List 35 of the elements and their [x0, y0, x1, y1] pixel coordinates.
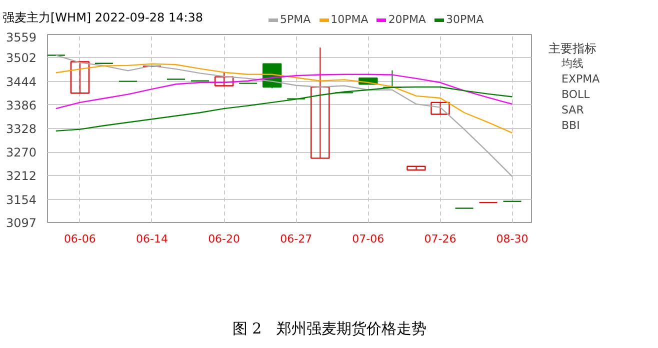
legend-label: 5PMA [280, 13, 311, 26]
legend-label: 20PMA [388, 13, 426, 26]
legend-label: 10PMA [330, 13, 368, 26]
y-tick-label: 3097 [6, 216, 37, 230]
line-series [55, 63, 513, 134]
x-tick-label: 08-30 [496, 232, 528, 246]
y-tick-label: 3328 [6, 122, 37, 136]
line-series [55, 74, 513, 110]
x-tick-label: 06-27 [280, 232, 312, 246]
text: BBI [562, 119, 580, 132]
text: 主要指标 [548, 41, 596, 56]
text: SAR [562, 103, 584, 116]
candlestick [70, 61, 90, 94]
candlestick [214, 71, 234, 86]
legend-label: 30PMA [446, 13, 484, 26]
y-tick-label: 3386 [6, 98, 37, 112]
y-tick-label: 3212 [6, 169, 37, 184]
text: 均线 [560, 56, 584, 70]
y-tick-label: 3559 [6, 30, 37, 44]
y-tick-label: 3154 [6, 192, 37, 207]
line-series [55, 54, 513, 178]
x-tick-label: 06-06 [64, 232, 96, 246]
x-tick-label: 07-26 [424, 232, 456, 246]
text: BOLL [562, 88, 591, 101]
caption: 图 2 郑州强麦期货价格走势 [232, 320, 427, 338]
y-tick-label: 3444 [6, 74, 37, 89]
x-tick-label: 07-06 [352, 232, 384, 246]
x-tick-label: 06-14 [136, 232, 168, 246]
candlestick [430, 102, 450, 115]
x-tick-label: 06-20 [208, 232, 240, 246]
y-tick-label: 3502 [6, 51, 37, 66]
text: EXPMA [562, 72, 600, 86]
candlestick [310, 47, 330, 159]
y-tick-label: 3270 [6, 146, 37, 160]
chart-title: 强麦主力[WHM] 2022-09-28 14:38 [2, 10, 204, 24]
